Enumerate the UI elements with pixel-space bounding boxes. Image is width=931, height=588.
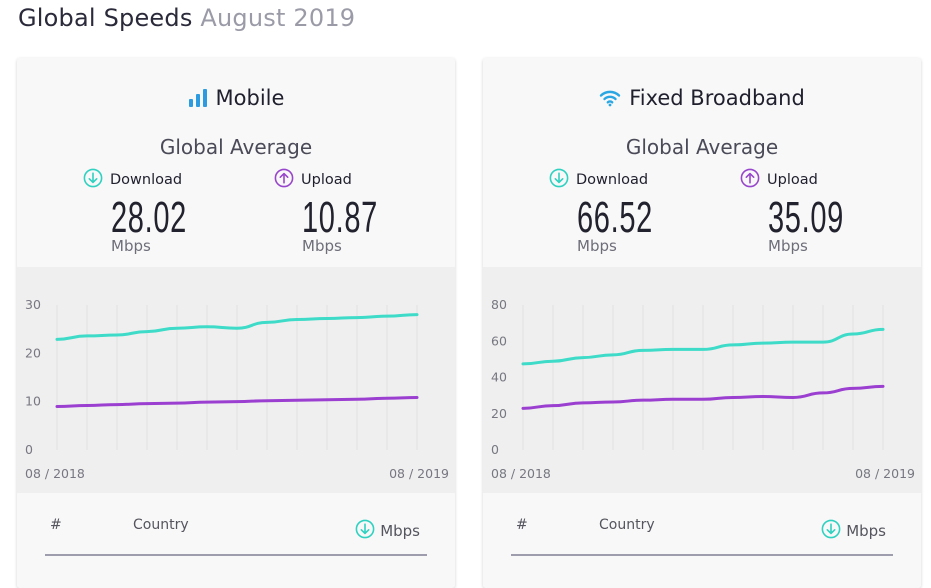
- upload-value: 10.87: [302, 193, 378, 242]
- y-tick-label: 20: [491, 406, 507, 421]
- upload-metric: Upload 35.09 Mbps: [740, 168, 880, 255]
- upload-label: Upload: [767, 172, 818, 188]
- upload-label: Upload: [301, 172, 352, 188]
- page-title: Global Speeds August 2019: [18, 4, 355, 32]
- speed-column-header[interactable]: Mbps: [821, 519, 886, 543]
- download-arrow-icon: [549, 168, 569, 192]
- x-tick-label: 08 / 2018: [491, 466, 551, 481]
- y-tick-label: 80: [491, 297, 507, 312]
- country-column-header[interactable]: Country: [133, 517, 189, 533]
- card-header: Fixed Broadband: [483, 86, 921, 111]
- card-mobile: Mobile Global Average Download 28.02 Mbp…: [17, 58, 455, 588]
- download-arrow-icon: [83, 168, 103, 192]
- download-arrow-icon: [821, 519, 841, 543]
- rank-column-header: #: [516, 517, 528, 533]
- card-title-text: Mobile: [215, 86, 285, 110]
- download-series-line: [55, 313, 419, 341]
- signal-bars-icon: [188, 88, 208, 108]
- y-tick-label: 30: [25, 297, 41, 312]
- ranking-table-header: # Country Mbps: [483, 493, 921, 588]
- speed-chart[interactable]: 0 10 20 30 08 / 2018 08 / 2019: [17, 267, 455, 493]
- speed-chart-svg: 0 20 40 60 80 08 / 2018 08 / 2019: [491, 297, 915, 481]
- card-title-text: Fixed Broadband: [629, 86, 805, 110]
- wifi-icon: [599, 89, 621, 107]
- x-tick-label: 08 / 2018: [25, 466, 85, 481]
- y-tick-label: 0: [491, 442, 499, 457]
- download-arrow-icon: [355, 519, 375, 543]
- upload-unit: Mbps: [302, 237, 342, 255]
- page-title-main: Global Speeds: [18, 4, 193, 32]
- header-divider: [45, 554, 427, 556]
- y-tick-label: 0: [25, 442, 33, 457]
- upload-metric: Upload 10.87 Mbps: [274, 168, 414, 255]
- speed-column-label: Mbps: [846, 522, 886, 540]
- upload-series-line: [521, 384, 885, 410]
- card-title: Mobile: [188, 86, 285, 110]
- y-tick-label: 40: [491, 370, 507, 385]
- download-unit: Mbps: [111, 237, 151, 255]
- upload-arrow-icon: [274, 168, 294, 192]
- global-average-title: Global Average: [159, 135, 313, 159]
- chart-grid: [522, 305, 884, 450]
- download-label: Download: [576, 172, 649, 188]
- rank-column-header: #: [50, 517, 62, 533]
- speed-chart-svg: 0 10 20 30 08 / 2018 08 / 2019: [25, 297, 449, 481]
- header-divider: [511, 554, 893, 556]
- download-metric: Download 66.52 Mbps: [549, 168, 689, 255]
- download-unit: Mbps: [577, 237, 617, 255]
- y-tick-label: 10: [25, 394, 41, 409]
- card-header: Mobile: [17, 86, 455, 112]
- speed-column-label: Mbps: [380, 522, 420, 540]
- speed-chart[interactable]: 0 20 40 60 80 08 / 2018 08 / 2019: [483, 267, 921, 493]
- ranking-table-header: # Country Mbps: [17, 493, 455, 588]
- upload-unit: Mbps: [768, 237, 808, 255]
- download-label: Download: [110, 172, 183, 188]
- upload-value: 35.09: [768, 193, 844, 242]
- country-column-header[interactable]: Country: [599, 517, 655, 533]
- y-tick-label: 20: [25, 345, 41, 360]
- upload-arrow-icon: [740, 168, 760, 192]
- card-fixed-broadband: Fixed Broadband Global Average Download …: [483, 58, 921, 588]
- download-value: 66.52: [577, 193, 653, 242]
- download-metric: Download 28.02 Mbps: [83, 168, 223, 255]
- x-tick-label: 08 / 2019: [855, 466, 915, 481]
- download-value: 28.02: [111, 193, 187, 242]
- card-title: Fixed Broadband: [599, 86, 805, 110]
- x-tick-label: 08 / 2019: [389, 466, 449, 481]
- upload-series-line: [55, 395, 419, 408]
- download-series-line: [521, 327, 885, 366]
- speed-column-header[interactable]: Mbps: [355, 519, 420, 543]
- global-average-title: Global Average: [625, 135, 779, 159]
- y-tick-label: 60: [491, 333, 507, 348]
- page-title-date: August 2019: [200, 4, 356, 32]
